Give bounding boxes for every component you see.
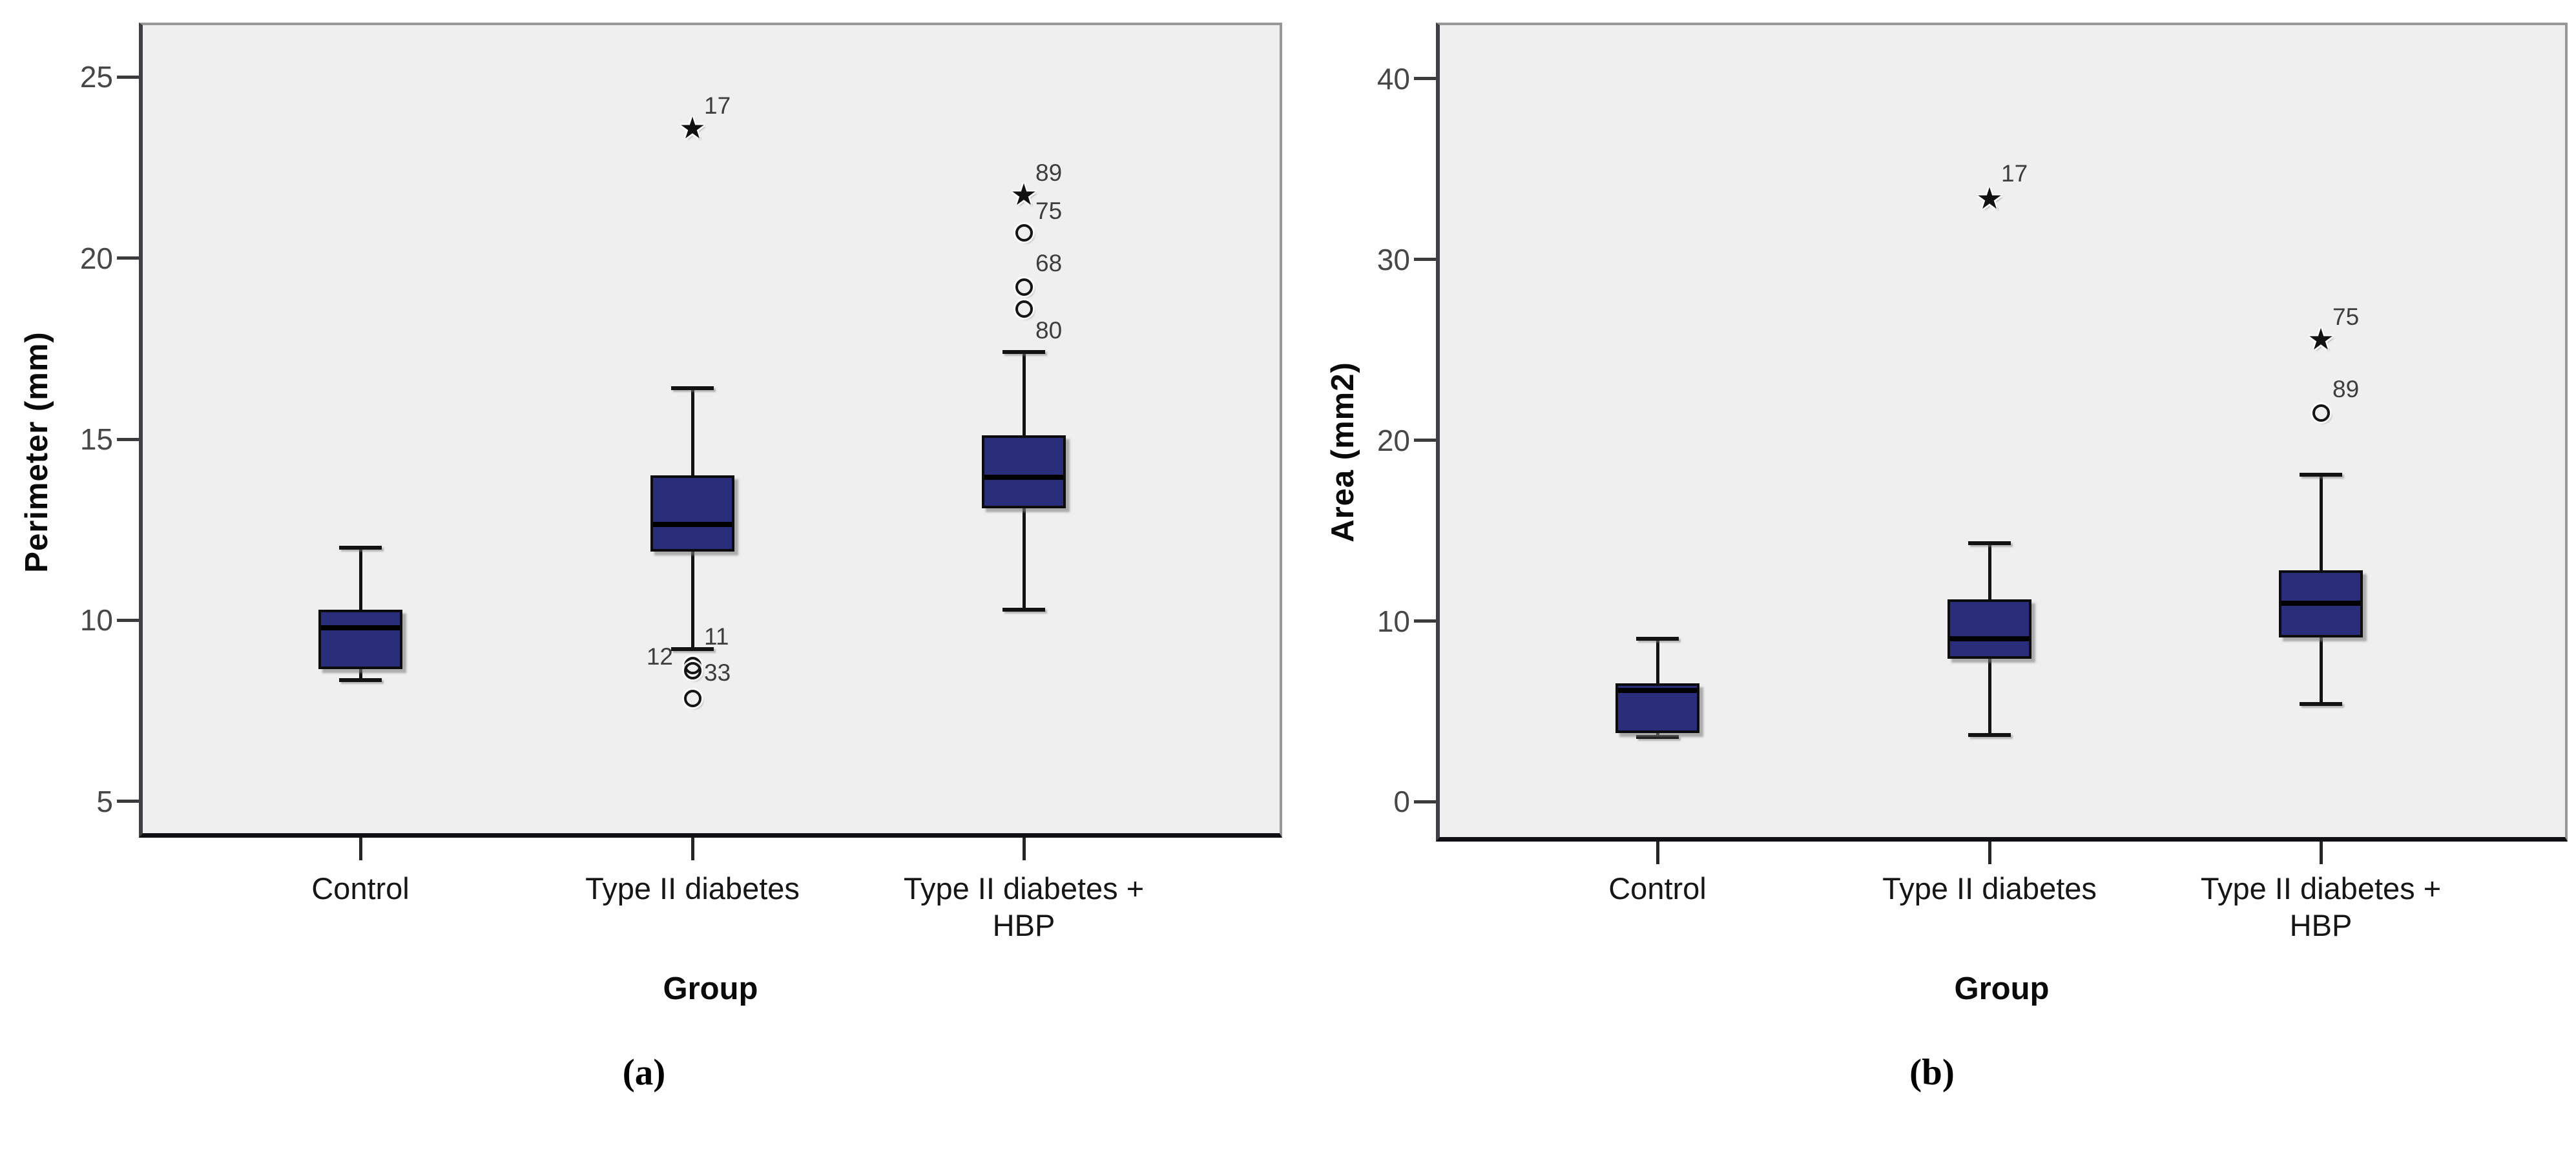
extreme-star-icon: ★ [2307, 322, 2334, 356]
outlier-label: 12 [646, 643, 673, 670]
median-line [653, 521, 732, 527]
whisker-cap-min [1968, 732, 2011, 737]
y-tick-label: 5 [96, 784, 113, 818]
plot-area-a [139, 23, 1282, 838]
y-tick-mark [1414, 439, 1436, 442]
x-axis-title-a: Group [663, 971, 758, 1006]
y-tick-label: 0 [1393, 785, 1410, 819]
caption-b: (b) [1909, 1052, 1955, 1093]
y-tick-label: 30 [1376, 242, 1410, 276]
outlier-label: 89 [2332, 376, 2360, 403]
category-label: Type II diabetes + HBP [903, 871, 1145, 942]
whisker-cap-min [1636, 734, 1679, 739]
y-tick-label: 10 [1376, 604, 1410, 638]
y-tick-label: 40 [1376, 61, 1410, 96]
y-tick-mark [117, 800, 139, 803]
x-tick-mark [1656, 842, 1659, 864]
y-tick-label: 20 [79, 241, 113, 275]
x-tick-mark [691, 838, 694, 860]
whisker-cap-max [1968, 541, 2011, 546]
median-line [1950, 636, 2029, 642]
category-label: Type II diabetes [1882, 871, 2097, 906]
whisker-cap-max [1636, 637, 1679, 641]
y-tick-mark [117, 437, 139, 441]
outlier-label: 11 [704, 623, 729, 650]
caption-a: (a) [622, 1052, 666, 1093]
whisker-cap-max [671, 386, 714, 391]
outlier-label: 17 [704, 92, 731, 119]
x-tick-mark [1022, 838, 1026, 860]
x-tick-mark [2319, 842, 2323, 864]
extreme-star-icon: ★ [679, 110, 706, 145]
outlier-circle-icon [683, 689, 701, 707]
outlier-circle-icon [1015, 300, 1033, 318]
y-tick-mark [117, 75, 139, 79]
y-tick-mark [1414, 800, 1436, 803]
box-iqr [650, 475, 734, 552]
outlier-circle-icon [2312, 404, 2330, 422]
y-tick-mark [1414, 77, 1436, 81]
box-iqr [318, 609, 402, 670]
x-tick-mark [1988, 842, 1991, 864]
median-line [2281, 600, 2360, 606]
whisker-cap-min [1002, 607, 1045, 612]
extreme-star-icon: ★ [1010, 178, 1037, 212]
y-tick-mark [1414, 258, 1436, 262]
outlier-circle-icon [1015, 223, 1033, 242]
plot-area-b [1436, 23, 2568, 842]
outlier-circle-icon [683, 662, 701, 680]
y-tick-label: 15 [79, 422, 113, 457]
category-label: Control [311, 871, 410, 906]
category-label: Control [1608, 871, 1707, 906]
y-tick-label: 10 [79, 603, 113, 637]
y-tick-label: 25 [79, 60, 113, 94]
whisker-cap-min [671, 647, 714, 652]
box-iqr [1948, 599, 2031, 659]
whisker-cap-max [339, 546, 382, 550]
x-axis-title-b: Group [1954, 971, 2050, 1006]
outlier-label: 17 [2001, 160, 2028, 187]
whisker-cap-max [1002, 350, 1045, 355]
y-tick-mark [117, 618, 139, 622]
y-tick-mark [1414, 619, 1436, 623]
category-label: Type II diabetes [585, 871, 800, 906]
median-line [1618, 688, 1697, 694]
outlier-circle-icon [1015, 278, 1033, 296]
median-line [321, 625, 400, 630]
outlier-label: 33 [704, 659, 731, 686]
whisker-cap-max [2300, 472, 2342, 477]
whisker-cap-min [339, 678, 382, 682]
category-label: Type II diabetes + HBP [2200, 871, 2442, 942]
outlier-label: 75 [1035, 197, 1063, 224]
box-iqr [982, 435, 1066, 508]
extreme-star-icon: ★ [1976, 181, 2003, 215]
outlier-label: 80 [1035, 316, 1063, 344]
outlier-label: 75 [2332, 304, 2360, 331]
whisker-cap-min [2300, 702, 2342, 707]
outlier-label: 89 [1035, 159, 1063, 186]
median-line [984, 474, 1063, 480]
y-tick-mark [117, 256, 139, 260]
y-tick-label: 20 [1376, 423, 1410, 457]
outlier-label: 68 [1035, 249, 1063, 276]
x-tick-mark [358, 838, 362, 860]
